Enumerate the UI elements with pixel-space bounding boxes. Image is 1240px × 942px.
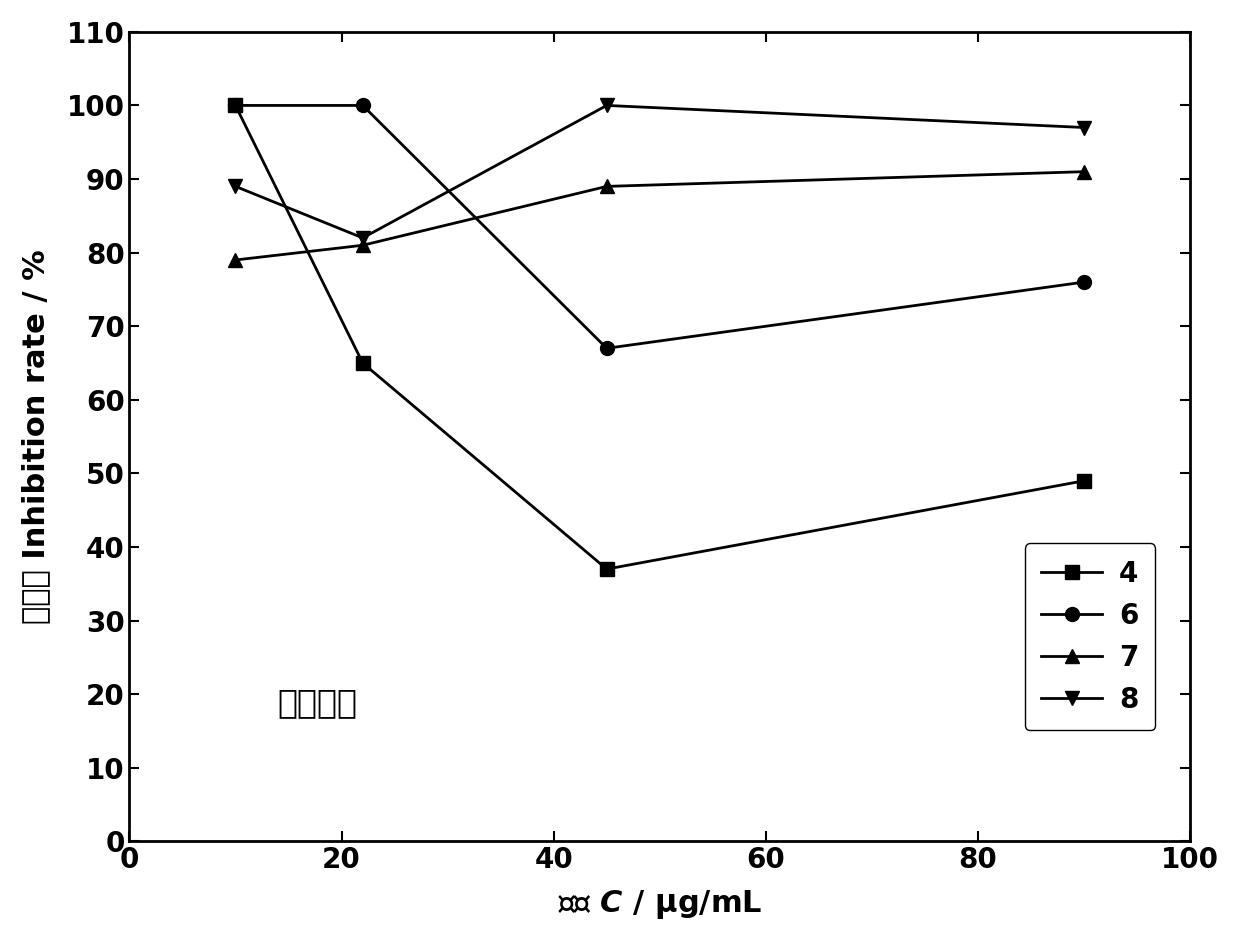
Text: 腐皮镰孢: 腐皮镰孢 <box>278 686 358 719</box>
8 <box>228 181 243 192</box>
8 <box>356 233 371 244</box>
7 <box>1076 166 1091 177</box>
Y-axis label: 抑制率 Inhibition rate / %: 抑制率 Inhibition rate / % <box>21 250 50 624</box>
8 <box>599 100 614 111</box>
4 <box>1076 475 1091 486</box>
6 <box>1076 276 1091 287</box>
8 <box>1076 122 1091 133</box>
7 <box>599 181 614 192</box>
7 <box>228 254 243 266</box>
4 <box>356 357 371 368</box>
Line: 8: 8 <box>228 99 1091 245</box>
6 <box>356 100 371 111</box>
X-axis label: 浓度 $\it{C}$ / μg/mL: 浓度 $\it{C}$ / μg/mL <box>558 888 761 921</box>
4 <box>599 563 614 575</box>
Legend: 4, 6, 7, 8: 4, 6, 7, 8 <box>1024 544 1156 730</box>
4 <box>228 100 243 111</box>
6 <box>228 100 243 111</box>
Line: 6: 6 <box>228 99 1091 355</box>
Line: 7: 7 <box>228 165 1091 267</box>
7 <box>356 239 371 251</box>
Line: 4: 4 <box>228 99 1091 577</box>
6 <box>599 343 614 354</box>
